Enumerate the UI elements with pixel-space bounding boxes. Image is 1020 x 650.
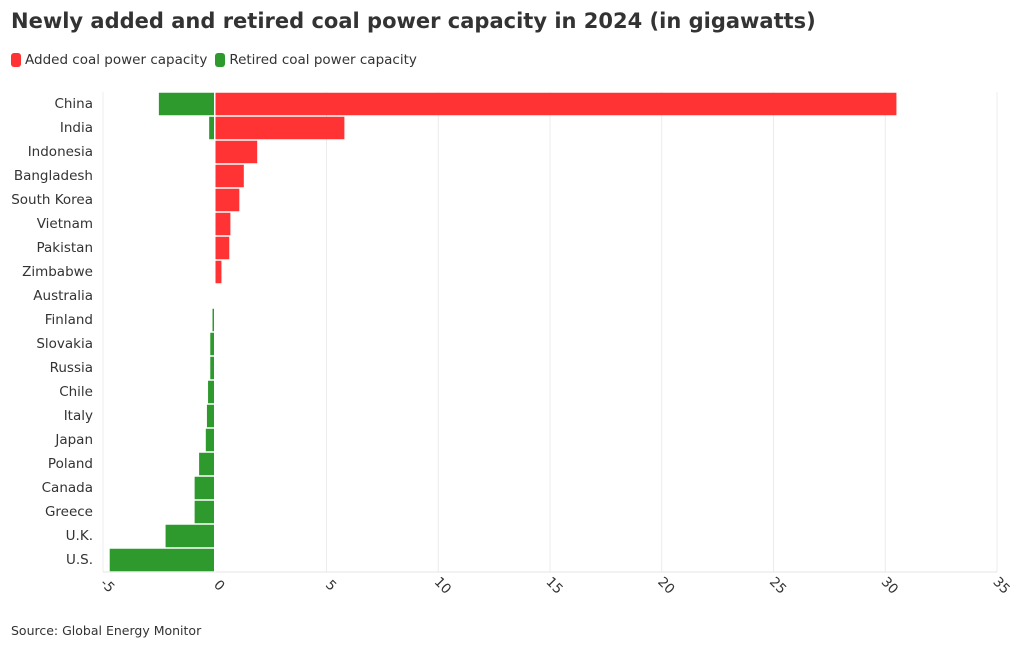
- x-tick-label: 5: [322, 577, 339, 594]
- bar[interactable]: [158, 92, 215, 116]
- bar[interactable]: [165, 524, 215, 548]
- y-tick-label: Vietnam: [37, 216, 93, 232]
- bar[interactable]: [214, 116, 345, 140]
- bar[interactable]: [194, 476, 215, 500]
- bar[interactable]: [212, 308, 215, 332]
- legend-label-retired: Retired coal power capacity: [229, 52, 417, 68]
- y-tick-label: Greece: [45, 504, 93, 520]
- y-tick-label: Pakistan: [36, 240, 93, 256]
- y-tick-label: Indonesia: [28, 144, 93, 160]
- bar[interactable]: [214, 164, 244, 188]
- legend-item-retired[interactable]: Retired coal power capacity: [215, 52, 417, 68]
- bar[interactable]: [214, 92, 897, 116]
- legend-swatch-added: [11, 53, 21, 67]
- bar[interactable]: [210, 332, 215, 356]
- legend-item-added[interactable]: Added coal power capacity: [11, 52, 207, 68]
- x-tick-label: -5: [97, 575, 118, 596]
- y-tick-label: Bangladesh: [14, 168, 93, 184]
- bar[interactable]: [214, 140, 258, 164]
- x-tick-label: 30: [878, 574, 901, 597]
- y-tick-label: South Korea: [11, 192, 93, 208]
- x-tick-label: 0: [210, 577, 227, 594]
- bar[interactable]: [194, 500, 215, 524]
- bar[interactable]: [199, 452, 215, 476]
- chart-title: Newly added and retired coal power capac…: [11, 9, 816, 33]
- bar[interactable]: [209, 116, 215, 140]
- source-note: Source: Global Energy Monitor: [11, 623, 202, 638]
- y-tick-label: Slovakia: [36, 336, 93, 352]
- bar[interactable]: [109, 548, 215, 572]
- bar[interactable]: [214, 260, 222, 284]
- y-tick-label: Japan: [54, 432, 93, 448]
- y-tick-label: India: [60, 120, 93, 136]
- legend-swatch-retired: [215, 53, 226, 67]
- y-tick-label: U.K.: [66, 528, 93, 544]
- legend-label-added: Added coal power capacity: [25, 52, 208, 68]
- bar[interactable]: [214, 236, 230, 260]
- y-tick-label: Canada: [42, 480, 93, 496]
- y-tick-label: Finland: [45, 312, 93, 328]
- y-tick-label: Australia: [33, 288, 93, 304]
- y-tick-label: Chile: [59, 384, 93, 400]
- bar[interactable]: [214, 212, 231, 236]
- bar[interactable]: [210, 356, 215, 380]
- x-tick-label: 25: [766, 574, 789, 597]
- y-tick-label: Italy: [64, 408, 93, 424]
- bar[interactable]: [214, 188, 240, 212]
- x-tick-label: 35: [990, 574, 1013, 597]
- legend: Added coal power capacity Retired coal p…: [11, 52, 417, 68]
- bar[interactable]: [206, 404, 215, 428]
- x-tick-label: 10: [431, 574, 454, 597]
- y-tick-label: Poland: [48, 456, 93, 472]
- y-tick-label: U.S.: [66, 552, 93, 568]
- bar[interactable]: [205, 428, 215, 452]
- y-tick-label: Zimbabwe: [22, 264, 93, 280]
- bar[interactable]: [208, 380, 215, 404]
- y-tick-label: China: [54, 96, 93, 112]
- x-tick-label: 20: [654, 574, 677, 597]
- y-tick-label: Russia: [50, 360, 93, 376]
- x-tick-label: 15: [543, 574, 566, 597]
